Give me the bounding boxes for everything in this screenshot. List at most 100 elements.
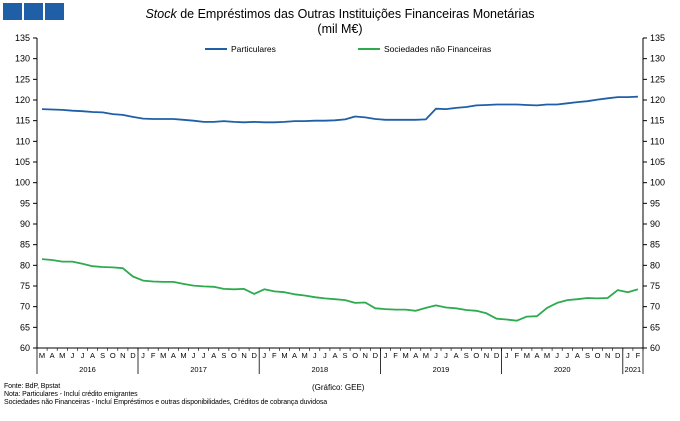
x-year-label: 2016 [79, 365, 96, 374]
x-month-label: M [403, 351, 409, 360]
x-month-label: S [221, 351, 226, 360]
x-year-label: 2021 [625, 365, 642, 374]
x-month-label: M [39, 351, 45, 360]
y-tick-label-left: 70 [20, 302, 30, 312]
y-tick-label-left: 120 [15, 95, 30, 105]
y-tick-label-right: 115 [650, 116, 664, 126]
x-month-label: O [473, 351, 479, 360]
y-tick-label-left: 125 [15, 74, 30, 84]
y-tick-label-left: 110 [16, 136, 30, 146]
series-line-particulares [41, 95, 638, 124]
x-month-label: A [90, 351, 95, 360]
x-month-label: S [343, 351, 348, 360]
x-month-label: N [120, 351, 125, 360]
x-month-label: N [241, 351, 246, 360]
x-month-label: A [534, 351, 539, 360]
x-year-label: 2020 [554, 365, 571, 374]
x-month-label: J [202, 351, 206, 360]
x-month-label: O [595, 351, 601, 360]
x-month-label: A [292, 351, 297, 360]
y-tick-label-right: 80 [650, 260, 660, 270]
x-month-label: O [231, 351, 237, 360]
source-note: Fonte: BdP, Bpstat [4, 383, 61, 390]
y-tick-label-right: 85 [650, 240, 660, 250]
y-tick-label-left: 85 [20, 240, 30, 250]
x-month-label: N [363, 351, 368, 360]
y-tick-label-left: 65 [20, 322, 30, 332]
x-month-label: J [262, 351, 266, 360]
legend-label: Particulares [231, 44, 276, 54]
x-month-label: J [434, 351, 438, 360]
y-tick-label-left: 135 [15, 33, 30, 43]
x-month-label: O [352, 351, 358, 360]
x-month-label: M [544, 351, 550, 360]
x-month-label: D [251, 351, 257, 360]
y-tick-label-left: 75 [20, 281, 30, 291]
x-month-label: J [323, 351, 327, 360]
x-month-label: J [81, 351, 85, 360]
x-month-label: M [180, 351, 186, 360]
x-month-label: A [50, 351, 55, 360]
y-tick-label-right: 130 [650, 54, 665, 64]
x-month-label: D [615, 351, 621, 360]
y-tick-label-right: 100 [650, 178, 665, 188]
x-month-label: J [565, 351, 569, 360]
x-month-label: N [605, 351, 610, 360]
y-tick-label-left: 100 [15, 178, 30, 188]
legend-label: Sociedades não Financeiras [384, 44, 491, 54]
x-month-label: D [494, 351, 500, 360]
x-month-label: O [110, 351, 116, 360]
x-month-label: A [413, 351, 418, 360]
y-tick-label-right: 90 [650, 219, 660, 229]
x-year-label: 2018 [311, 365, 328, 374]
x-month-label: M [524, 351, 530, 360]
x-month-label: F [393, 351, 398, 360]
logo-square [24, 3, 43, 20]
chart-title-block: Stock de Empréstimos das Outras Institui… [0, 7, 680, 37]
x-month-label: F [636, 351, 641, 360]
x-month-label: F [151, 351, 156, 360]
x-month-label: M [423, 351, 429, 360]
y-tick-label-left: 80 [20, 260, 30, 270]
y-tick-label-left: 90 [20, 219, 30, 229]
x-month-label: J [384, 351, 388, 360]
x-month-label: J [626, 351, 630, 360]
logo-square [3, 3, 22, 20]
x-month-label: M [302, 351, 308, 360]
y-tick-label-left: 105 [15, 157, 30, 167]
chart-unit: (mil M€) [317, 22, 363, 36]
y-tick-label-right: 65 [650, 322, 660, 332]
y-tick-label-right: 70 [650, 302, 660, 312]
y-tick-label-left: 115 [16, 116, 30, 126]
x-month-label: F [514, 351, 519, 360]
y-tick-label-right: 105 [650, 157, 665, 167]
x-month-label: A [171, 351, 176, 360]
x-month-label: S [464, 351, 469, 360]
footnote-sociedades: Sociedades não Financeiras - Incluí Empr… [4, 399, 328, 406]
y-tick-label-left: 60 [20, 343, 30, 353]
x-month-label: J [192, 351, 196, 360]
x-month-label: A [332, 351, 337, 360]
logo-square [45, 3, 64, 20]
x-year-label: 2019 [433, 365, 450, 374]
chart-title-text: de Empréstimos das Outras Instituições F… [176, 7, 535, 21]
x-month-label: J [505, 351, 509, 360]
y-tick-label-left: 95 [20, 198, 30, 208]
x-month-label: S [585, 351, 590, 360]
chart-credit: (Gráfico: GEE) [312, 383, 365, 392]
x-month-label: J [444, 351, 448, 360]
y-tick-label-right: 125 [650, 74, 665, 84]
y-tick-label-right: 110 [650, 136, 664, 146]
x-month-label: M [160, 351, 166, 360]
y-tick-label-right: 75 [650, 281, 660, 291]
x-month-label: J [555, 351, 559, 360]
x-month-label: D [373, 351, 379, 360]
x-month-label: M [281, 351, 287, 360]
logo [3, 3, 64, 20]
x-month-label: F [272, 351, 277, 360]
chart-title-italic: Stock [145, 7, 177, 21]
x-month-label: M [59, 351, 65, 360]
x-month-label: J [313, 351, 317, 360]
x-month-label: A [211, 351, 216, 360]
